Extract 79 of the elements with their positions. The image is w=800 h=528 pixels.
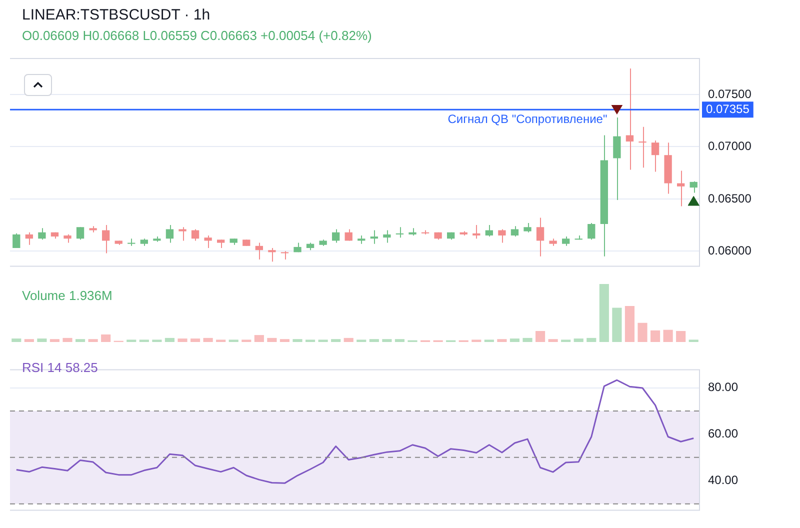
bar	[382, 339, 392, 342]
bar	[599, 284, 609, 342]
annotation: Volume 1.936M	[22, 288, 112, 304]
bar	[280, 339, 290, 342]
y-tick-label: 40.00	[708, 472, 738, 487]
bar	[369, 339, 379, 342]
candlestick	[498, 228, 506, 244]
bar	[101, 334, 111, 342]
bar	[548, 339, 558, 342]
candlestick	[76, 226, 84, 240]
bar	[24, 339, 34, 342]
bar	[203, 338, 213, 342]
bar	[331, 339, 341, 342]
candlestick	[626, 68, 634, 170]
candlestick	[38, 228, 46, 240]
candlestick	[485, 224, 493, 238]
bar	[37, 338, 47, 342]
candlestick	[677, 170, 685, 207]
bar	[50, 339, 60, 342]
candlestick	[651, 140, 660, 172]
annotation: RSI 14 58.25	[22, 360, 98, 376]
candlestick	[396, 226, 404, 238]
candlestick	[280, 250, 289, 260]
candlestick	[690, 180, 698, 194]
candlestick	[332, 228, 340, 244]
bar	[190, 338, 200, 342]
candlestick	[191, 228, 200, 242]
candlestick	[166, 224, 174, 244]
candlestick	[562, 236, 570, 246]
bar	[62, 338, 72, 342]
candlestick	[255, 242, 263, 260]
bar	[75, 339, 86, 342]
candlestick	[613, 117, 621, 200]
bar	[535, 330, 546, 342]
bar	[586, 338, 596, 342]
bar	[254, 335, 264, 342]
chart-title: LINEAR:TSTBSCUSDT · 1h	[22, 6, 210, 24]
bar	[676, 330, 686, 342]
y-tick-label: 80.00	[708, 380, 738, 394]
bar	[522, 338, 532, 342]
bar	[267, 338, 277, 342]
y-tick-label: 0.07500	[708, 86, 752, 101]
bar	[510, 338, 520, 342]
candlestick	[102, 224, 110, 254]
text: O0.06609 H0.06668 L0.06559 C0.06663 +0.00054 (+0.82%)	[22, 28, 372, 44]
bar	[394, 339, 405, 342]
bar	[574, 338, 584, 342]
bar	[624, 306, 635, 342]
bar	[164, 338, 175, 342]
bar	[12, 338, 22, 342]
bar	[292, 339, 302, 342]
candlestick	[370, 230, 378, 244]
bar	[650, 330, 660, 342]
candlestick	[638, 126, 646, 168]
candlestick	[524, 222, 532, 233]
candlestick	[268, 248, 276, 262]
y-tick-label: 0.06500	[708, 191, 752, 206]
candlestick	[472, 224, 480, 240]
bar	[88, 339, 98, 342]
candlestick	[383, 230, 391, 244]
bar	[497, 339, 507, 342]
candlestick	[510, 226, 519, 238]
bar	[612, 308, 622, 342]
y-tick-label: 60.00	[708, 426, 738, 441]
bar	[638, 322, 648, 342]
y-tick-label: 0.06000	[708, 243, 752, 258]
bar	[344, 338, 354, 342]
candlestick	[128, 238, 136, 246]
bar	[178, 338, 188, 342]
candlestick	[588, 222, 596, 240]
ref-line-label: Сигнал QB "Сопротивление"	[448, 112, 608, 126]
candlestick	[12, 232, 20, 249]
bar	[663, 330, 673, 342]
candlestick	[536, 217, 544, 257]
candlestick	[204, 234, 212, 249]
candlestick	[25, 232, 33, 246]
text: 0.07355	[706, 102, 750, 116]
y-tick-label: 0.07000	[708, 139, 752, 154]
candlestick	[178, 226, 186, 242]
